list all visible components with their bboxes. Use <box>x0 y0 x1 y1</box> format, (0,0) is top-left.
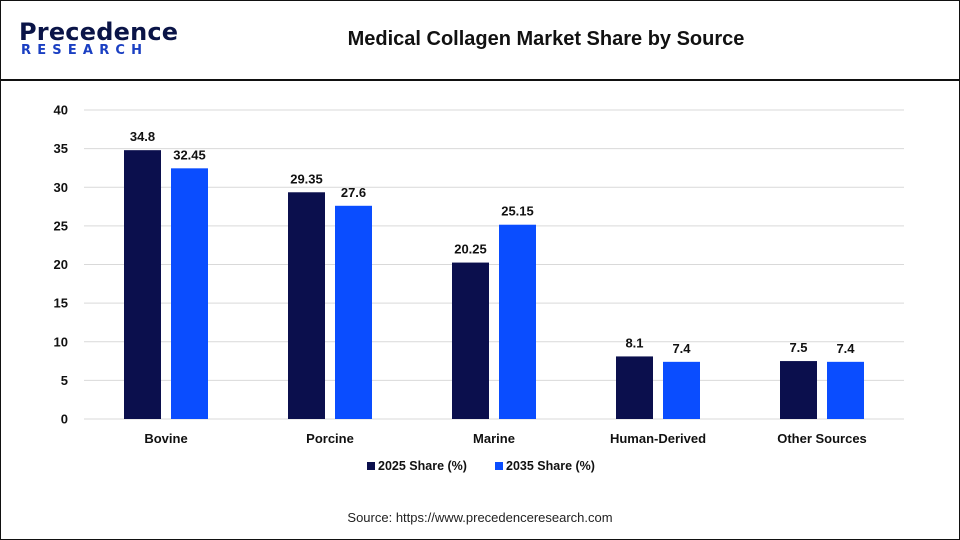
bar-2025 <box>288 192 325 419</box>
y-tick-label: 20 <box>54 257 68 272</box>
legend-swatch <box>367 462 375 470</box>
chart-title: Medical Collagen Market Share by Source <box>347 28 745 50</box>
logo-wordmark: Precedence <box>19 18 179 46</box>
y-axis-ticks: 0 5 10 15 20 25 30 35 40 <box>54 103 68 427</box>
y-tick-label: 15 <box>54 296 68 311</box>
bar-2035 <box>663 361 700 419</box>
data-label: 7.4 <box>836 341 855 356</box>
data-label: 7.5 <box>789 340 807 355</box>
y-tick-label: 0 <box>61 412 68 427</box>
y-tick-label: 10 <box>54 334 68 349</box>
x-tick-label: Porcine <box>306 431 354 446</box>
legend: 2025 Share (%) 2035 Share (%) <box>367 459 595 473</box>
y-tick-label: 35 <box>54 141 68 156</box>
x-tick-label: Bovine <box>144 431 187 446</box>
legend-swatch <box>495 462 503 470</box>
data-label: 34.8 <box>130 129 155 144</box>
bar-2035 <box>499 224 536 419</box>
data-label: 8.1 <box>625 335 643 350</box>
brand-logo: Precedence RESEARCH <box>19 19 178 65</box>
bar-2035 <box>335 205 372 419</box>
bar-2035 <box>827 361 864 419</box>
data-label: 27.6 <box>341 185 366 200</box>
bar-2025 <box>452 262 489 419</box>
bar-2025 <box>616 356 653 419</box>
data-label: 32.45 <box>173 147 206 162</box>
x-tick-label: Marine <box>473 431 515 446</box>
legend-label: 2035 Share (%) <box>506 459 595 473</box>
bars <box>124 150 864 420</box>
y-tick-label: 25 <box>54 218 68 233</box>
x-tick-label: Human-Derived <box>610 431 706 446</box>
data-label: 25.15 <box>501 204 534 219</box>
x-tick-label: Other Sources <box>777 431 867 446</box>
y-tick-label: 5 <box>61 373 68 388</box>
data-label: 29.35 <box>290 171 323 186</box>
bar-2035 <box>171 168 208 419</box>
data-labels: 34.8 32.45 29.35 27.6 20.25 25.15 8.1 7.4 7.5 7.4 <box>130 129 855 356</box>
logo-subtext: RESEARCH <box>21 43 149 58</box>
grid-lines <box>84 109 904 420</box>
y-tick-label: 40 <box>54 103 68 118</box>
bar-2025 <box>124 150 161 420</box>
legend-label: 2025 Share (%) <box>378 459 467 473</box>
data-label: 7.4 <box>672 341 691 356</box>
data-label: 20.25 <box>454 242 487 257</box>
bar-2025 <box>780 361 817 419</box>
x-axis-ticks: Bovine Porcine Marine Human-Derived Other So… <box>144 431 866 446</box>
bar-chart: 0 5 10 15 20 25 30 35 40 34.8 32.45 29.35 27.6 20.25… <box>54 103 904 473</box>
y-tick-label: 30 <box>54 180 68 195</box>
source-note: Source: https://www.precedenceresearch.c… <box>347 510 613 525</box>
header-bar: Precedence RESEARCH Medical Collagen Mar… <box>1 1 959 81</box>
